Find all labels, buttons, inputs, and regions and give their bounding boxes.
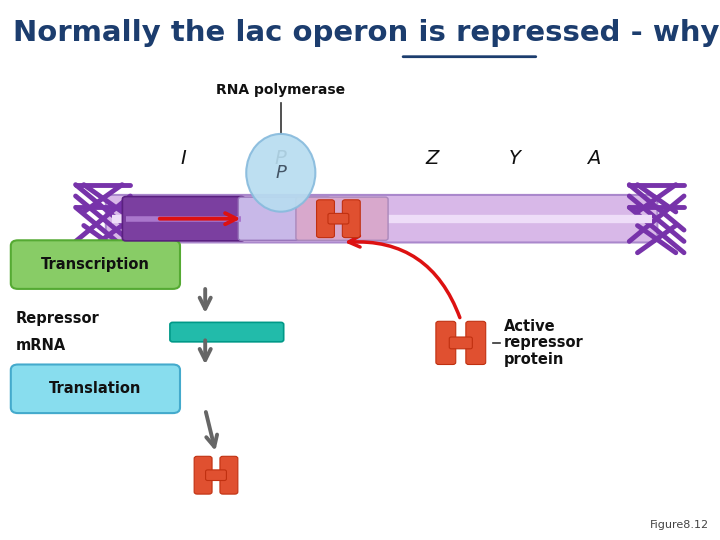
FancyBboxPatch shape: [194, 456, 212, 494]
FancyBboxPatch shape: [342, 200, 360, 238]
FancyBboxPatch shape: [466, 321, 486, 365]
FancyBboxPatch shape: [436, 321, 456, 365]
Text: repressor: repressor: [504, 335, 584, 350]
FancyBboxPatch shape: [296, 197, 388, 240]
FancyBboxPatch shape: [122, 197, 245, 241]
Text: Active: Active: [504, 319, 556, 334]
Text: Y: Y: [509, 149, 521, 168]
Text: Translation: Translation: [49, 381, 142, 396]
Text: Figure8.12: Figure8.12: [650, 520, 709, 530]
Text: Normally the lac operon is repressed - why?: Normally the lac operon is repressed - w…: [13, 19, 720, 47]
Text: P: P: [275, 164, 287, 182]
FancyBboxPatch shape: [11, 240, 180, 289]
FancyArrowPatch shape: [348, 236, 460, 318]
Text: I: I: [181, 149, 186, 168]
FancyBboxPatch shape: [220, 456, 238, 494]
FancyBboxPatch shape: [170, 322, 284, 342]
Text: Z: Z: [426, 149, 438, 168]
Text: RNA polymerase: RNA polymerase: [216, 83, 346, 97]
FancyBboxPatch shape: [206, 470, 226, 481]
Text: P: P: [275, 149, 287, 168]
FancyBboxPatch shape: [11, 364, 180, 413]
Text: Transcription: Transcription: [41, 257, 150, 272]
FancyBboxPatch shape: [328, 213, 348, 224]
FancyBboxPatch shape: [317, 200, 335, 238]
FancyBboxPatch shape: [238, 197, 330, 240]
FancyBboxPatch shape: [106, 195, 657, 242]
Text: Repressor: Repressor: [16, 311, 99, 326]
Ellipse shape: [246, 134, 315, 212]
Text: mRNA: mRNA: [16, 338, 66, 353]
Text: A: A: [588, 149, 600, 168]
FancyBboxPatch shape: [449, 337, 472, 349]
Text: protein: protein: [504, 352, 564, 367]
